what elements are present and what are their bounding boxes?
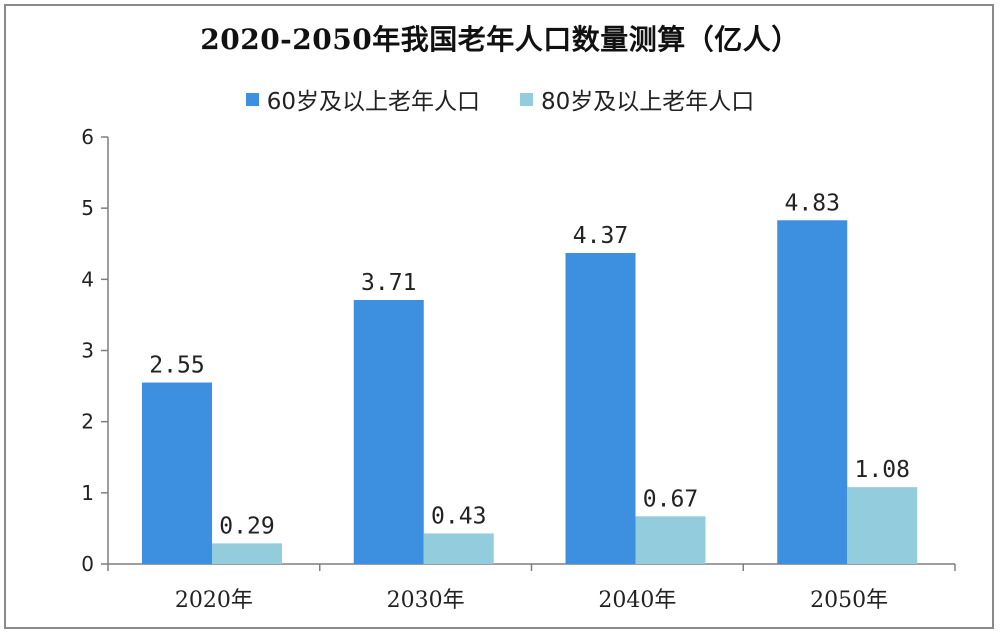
bar-60plus	[777, 220, 848, 564]
chart-title: 2020-2050年我国老年人口数量测算（亿人）	[200, 23, 800, 56]
y-tick-label: 0	[81, 552, 94, 576]
data-label-80plus: 0.67	[643, 486, 698, 512]
bar-60plus	[353, 299, 424, 564]
legend-swatch-60plus	[245, 92, 259, 106]
data-label-60plus: 3.71	[361, 270, 416, 296]
x-tick-label: 2050年	[810, 588, 888, 613]
y-tick-label: 5	[81, 196, 94, 220]
chart-legend: 60岁及以上老年人口 80岁及以上老年人口	[0, 82, 1000, 116]
x-tick-label: 2020年	[175, 588, 253, 613]
bar-60plus	[565, 253, 636, 565]
bar-80plus	[423, 533, 494, 564]
x-tick-label: 2040年	[598, 588, 676, 613]
legend-label-80plus: 80岁及以上老年人口	[541, 89, 755, 115]
x-tick-label: 2030年	[387, 588, 465, 613]
y-tick-label: 3	[81, 339, 94, 363]
data-label-60plus: 4.83	[785, 190, 840, 216]
y-tick-label: 6	[81, 125, 94, 149]
legend-swatch-80plus	[520, 92, 533, 106]
bar-80plus	[212, 543, 282, 564]
y-tick-label: 2	[81, 410, 94, 434]
data-label-80plus: 1.08	[855, 457, 910, 483]
bar-60plus	[142, 382, 212, 564]
data-label-60plus: 4.37	[573, 223, 628, 249]
legend-item-80plus: 80岁及以上老年人口	[520, 82, 754, 116]
data-label-80plus: 0.43	[431, 503, 486, 529]
legend-item-60plus: 60岁及以上老年人口	[245, 82, 480, 116]
y-tick-label: 4	[81, 267, 94, 291]
bar-80plus	[635, 516, 706, 564]
data-label-80plus: 0.29	[219, 513, 274, 539]
data-label-60plus: 2.55	[149, 353, 204, 379]
legend-label-60plus: 60岁及以上老年人口	[266, 89, 480, 115]
bar-80plus	[847, 487, 918, 564]
y-tick-label: 1	[81, 481, 94, 505]
